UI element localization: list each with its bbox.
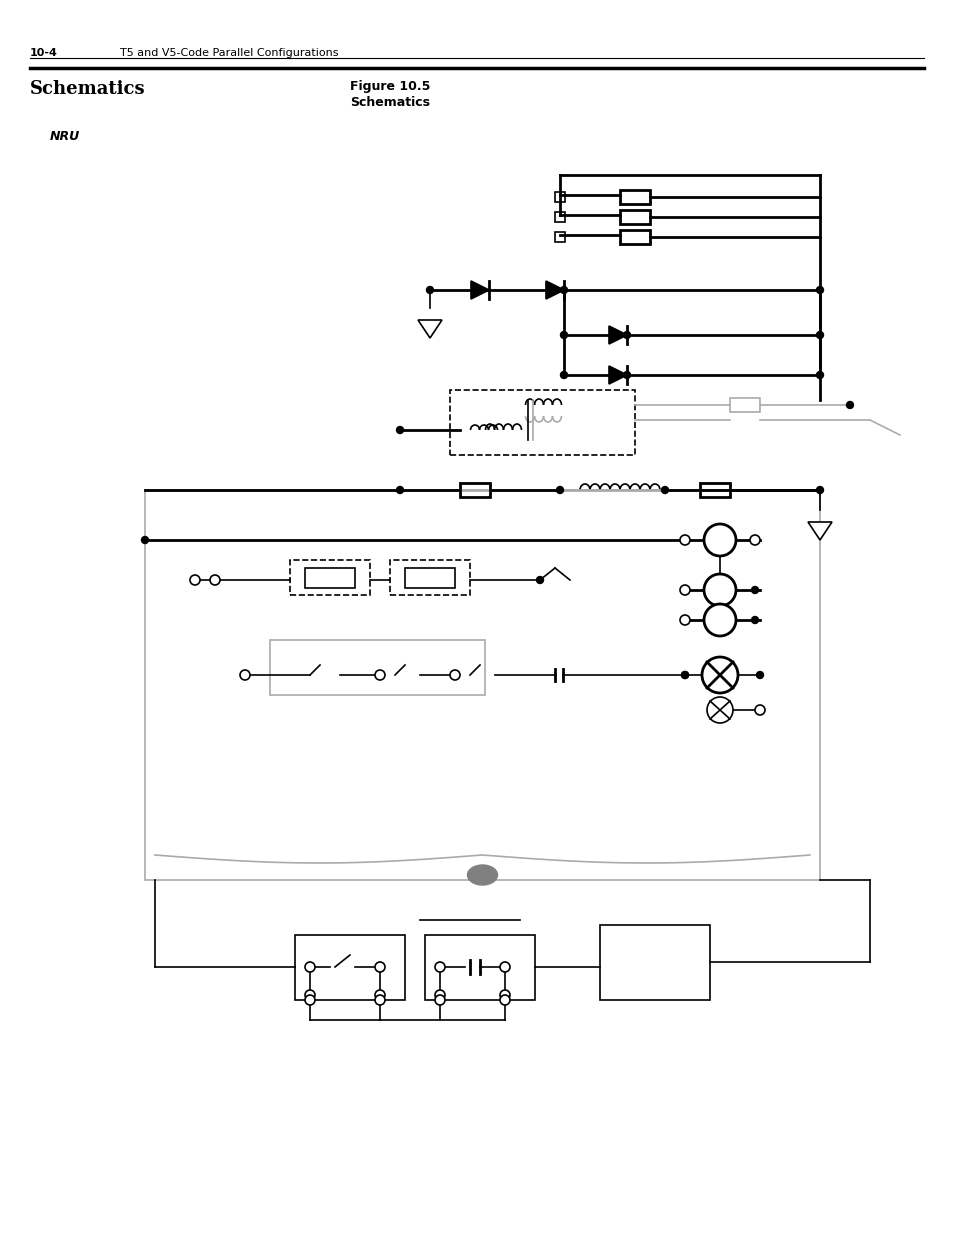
- Text: T5 and V5-Code Parallel Configurations: T5 and V5-Code Parallel Configurations: [120, 48, 338, 58]
- Circle shape: [623, 331, 630, 338]
- Bar: [619, 230, 649, 245]
- Circle shape: [375, 990, 385, 1000]
- Circle shape: [680, 536, 688, 543]
- Bar: [424, 935, 535, 1000]
- Bar: [390, 559, 470, 595]
- Circle shape: [816, 372, 822, 378]
- Circle shape: [375, 962, 385, 972]
- Circle shape: [375, 671, 385, 680]
- Bar: [619, 190, 649, 204]
- Circle shape: [701, 657, 738, 693]
- Circle shape: [450, 671, 459, 680]
- Bar: [459, 483, 490, 496]
- Polygon shape: [608, 326, 626, 345]
- Text: NRU: NRU: [50, 130, 80, 143]
- Circle shape: [703, 604, 735, 636]
- Circle shape: [623, 372, 630, 378]
- Circle shape: [210, 576, 220, 585]
- Bar: [700, 483, 729, 496]
- Text: 10-4: 10-4: [30, 48, 58, 58]
- Circle shape: [703, 524, 735, 556]
- Circle shape: [679, 585, 689, 595]
- Circle shape: [680, 672, 688, 678]
- Polygon shape: [417, 320, 441, 338]
- Circle shape: [560, 287, 567, 294]
- Circle shape: [396, 487, 403, 494]
- Text: Figure 10.5: Figure 10.5: [350, 80, 430, 93]
- Circle shape: [751, 616, 758, 624]
- Circle shape: [141, 536, 149, 543]
- Bar: [270, 640, 484, 695]
- Bar: [555, 232, 564, 242]
- Circle shape: [660, 487, 668, 494]
- Circle shape: [305, 995, 314, 1005]
- Bar: [290, 559, 370, 595]
- Circle shape: [679, 615, 689, 625]
- Polygon shape: [471, 282, 489, 299]
- Circle shape: [680, 672, 688, 678]
- Ellipse shape: [467, 864, 497, 885]
- Bar: [145, 490, 820, 881]
- Polygon shape: [545, 282, 563, 299]
- Circle shape: [305, 962, 314, 972]
- Circle shape: [426, 287, 433, 294]
- Circle shape: [706, 697, 732, 722]
- Circle shape: [816, 487, 822, 494]
- Bar: [555, 212, 564, 222]
- Bar: [619, 210, 649, 224]
- Bar: [305, 568, 355, 588]
- Circle shape: [751, 587, 758, 594]
- Text: Schematics: Schematics: [350, 96, 430, 109]
- Bar: [294, 935, 405, 1000]
- Circle shape: [749, 535, 760, 545]
- Circle shape: [396, 426, 403, 433]
- Circle shape: [816, 331, 822, 338]
- Bar: [599, 925, 709, 1000]
- Polygon shape: [608, 366, 626, 384]
- Circle shape: [435, 990, 444, 1000]
- Circle shape: [240, 671, 250, 680]
- Circle shape: [499, 962, 510, 972]
- Circle shape: [845, 401, 853, 409]
- Circle shape: [560, 331, 567, 338]
- Circle shape: [435, 995, 444, 1005]
- Circle shape: [499, 995, 510, 1005]
- Circle shape: [536, 577, 543, 583]
- Circle shape: [305, 990, 314, 1000]
- Circle shape: [816, 287, 822, 294]
- Bar: [555, 191, 564, 203]
- Circle shape: [560, 372, 567, 378]
- Circle shape: [556, 487, 563, 494]
- Circle shape: [703, 574, 735, 606]
- Bar: [405, 568, 455, 588]
- Circle shape: [375, 995, 385, 1005]
- Circle shape: [756, 672, 762, 678]
- Circle shape: [679, 535, 689, 545]
- Circle shape: [754, 705, 764, 715]
- Circle shape: [499, 990, 510, 1000]
- Circle shape: [190, 576, 200, 585]
- Text: Schematics: Schematics: [30, 80, 146, 98]
- Bar: [729, 398, 760, 412]
- Circle shape: [435, 962, 444, 972]
- Polygon shape: [807, 522, 831, 540]
- Bar: [450, 390, 635, 454]
